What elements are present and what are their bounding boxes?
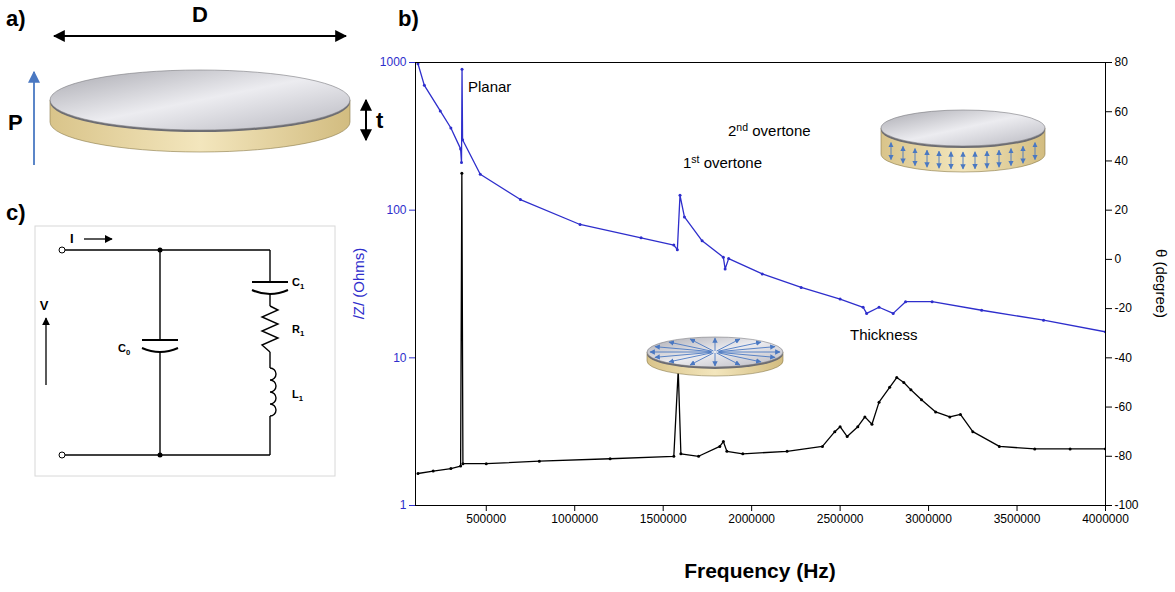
svg-text:3000000: 3000000 bbox=[905, 512, 952, 526]
svg-text:10: 10 bbox=[393, 351, 407, 365]
svg-text:1000000: 1000000 bbox=[551, 512, 598, 526]
svg-text:0: 0 bbox=[1115, 252, 1122, 266]
svg-text:I: I bbox=[70, 231, 74, 246]
svg-text:3500000: 3500000 bbox=[994, 512, 1041, 526]
svg-text:P: P bbox=[8, 110, 23, 135]
svg-text:/Z/ (Ohms): /Z/ (Ohms) bbox=[350, 248, 367, 320]
svg-text:-100: -100 bbox=[1115, 498, 1139, 512]
svg-text:C0: C0 bbox=[118, 342, 130, 357]
svg-text:C1: C1 bbox=[292, 276, 305, 291]
svg-text:Planar: Planar bbox=[468, 78, 511, 95]
svg-text:40: 40 bbox=[1115, 154, 1129, 168]
svg-text:1000: 1000 bbox=[380, 55, 407, 69]
svg-text:D: D bbox=[192, 2, 208, 27]
svg-text:R1: R1 bbox=[292, 323, 305, 338]
svg-text:1500000: 1500000 bbox=[640, 512, 687, 526]
svg-text:-60: -60 bbox=[1115, 400, 1133, 414]
svg-text:θ (degree): θ (degree) bbox=[1153, 249, 1170, 318]
svg-text:-40: -40 bbox=[1115, 351, 1133, 365]
svg-text:-20: -20 bbox=[1115, 301, 1133, 315]
svg-text:1st overtone: 1st overtone bbox=[683, 153, 762, 171]
svg-text:b): b) bbox=[398, 6, 419, 31]
svg-text:2500000: 2500000 bbox=[817, 512, 864, 526]
svg-text:20: 20 bbox=[1115, 203, 1129, 217]
svg-text:Thickness: Thickness bbox=[850, 326, 918, 343]
svg-text:t: t bbox=[376, 108, 384, 133]
svg-text:-80: -80 bbox=[1115, 449, 1133, 463]
svg-text:a): a) bbox=[6, 6, 26, 31]
svg-text:V: V bbox=[40, 298, 49, 313]
svg-text:500000: 500000 bbox=[466, 512, 506, 526]
svg-text:2nd overtone: 2nd overtone bbox=[728, 121, 811, 139]
svg-text:100: 100 bbox=[386, 203, 406, 217]
svg-text:c): c) bbox=[6, 200, 26, 225]
svg-text:80: 80 bbox=[1115, 55, 1129, 69]
svg-text:1: 1 bbox=[400, 498, 407, 512]
svg-text:2000000: 2000000 bbox=[728, 512, 775, 526]
svg-text:4000000: 4000000 bbox=[1082, 512, 1129, 526]
svg-text:L1: L1 bbox=[292, 388, 304, 403]
svg-text:Frequency (Hz): Frequency (Hz) bbox=[684, 559, 836, 582]
svg-text:60: 60 bbox=[1115, 105, 1129, 119]
